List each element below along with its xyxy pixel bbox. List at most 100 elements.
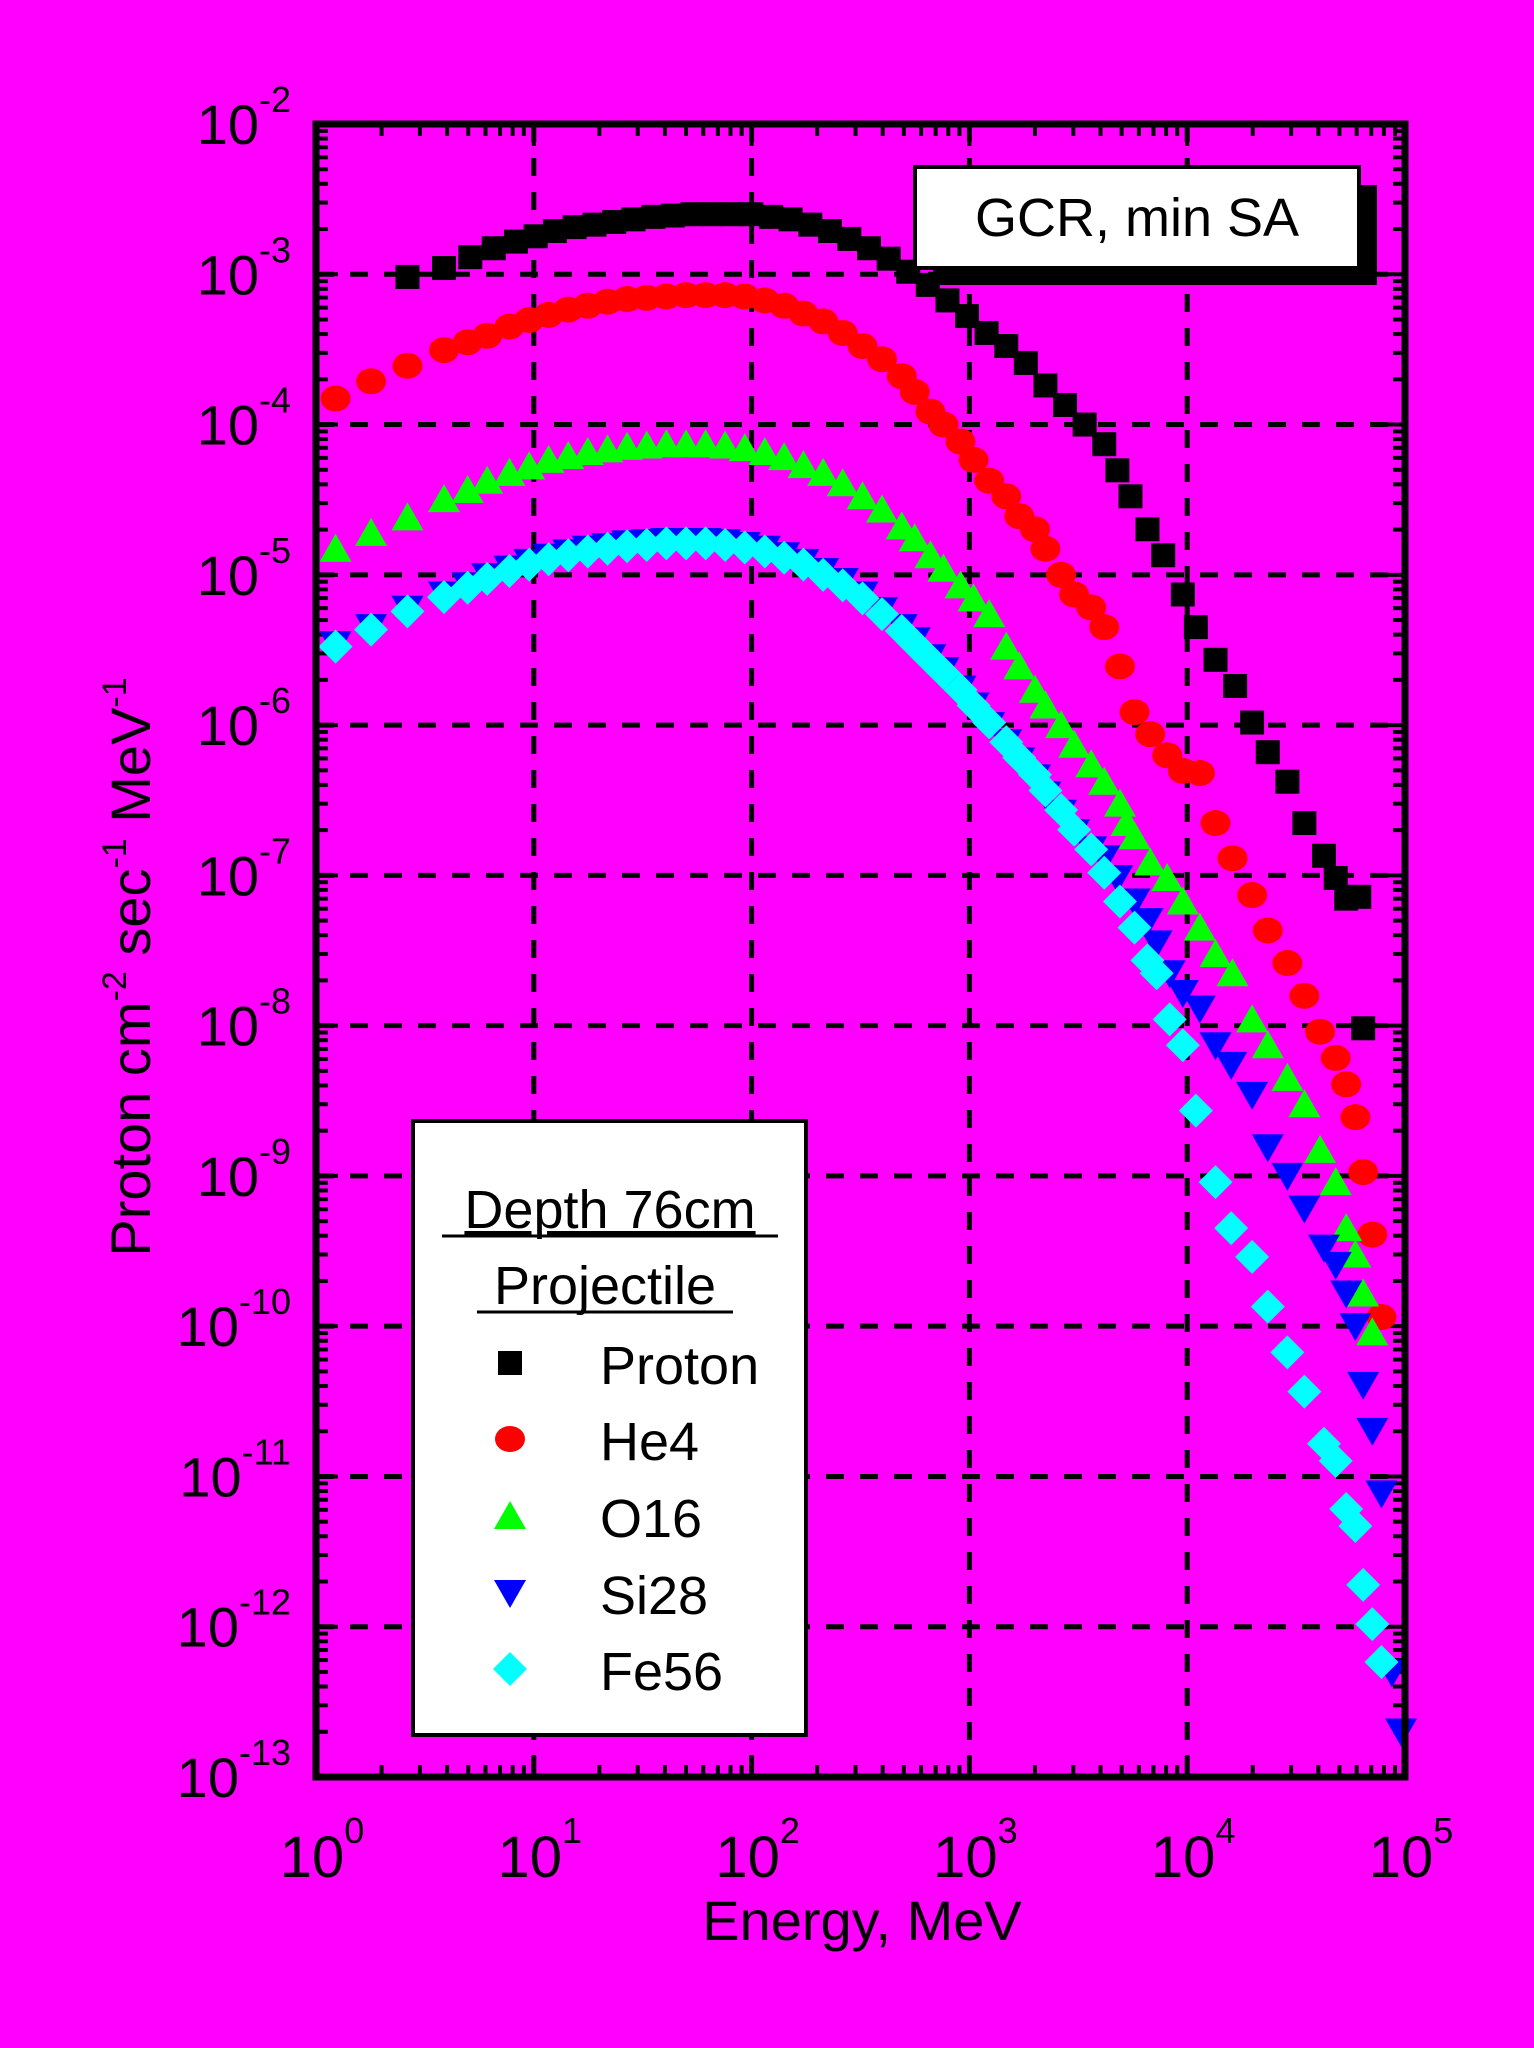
data-point-o16	[1029, 690, 1062, 719]
data-point-o16	[768, 442, 801, 471]
legend-title-projectile: Projectile	[494, 1256, 716, 1316]
x-tick-base: 10	[1369, 1825, 1434, 1890]
y-tick-label: 10-8	[197, 981, 291, 1058]
data-point-o16	[428, 484, 461, 513]
data-point-o16	[1304, 1134, 1337, 1163]
data-point-fe56	[1214, 1211, 1249, 1246]
data-point-he4	[1340, 1104, 1371, 1131]
data-point-si28	[1215, 1051, 1248, 1080]
data-point-o16	[451, 474, 484, 503]
data-point-proton	[1311, 843, 1336, 868]
data-point-he4	[867, 346, 898, 373]
data-point-o16	[807, 457, 840, 486]
data-point-si28	[1166, 979, 1199, 1008]
data-point-si28	[1330, 1280, 1363, 1309]
data-point-he4	[1272, 950, 1303, 977]
data-point-he4	[1019, 516, 1050, 543]
y-tick-label: 10-11	[179, 1431, 291, 1508]
data-point-proton	[1203, 647, 1228, 672]
data-point-o16	[826, 468, 859, 497]
data-point-proton	[1105, 458, 1130, 483]
y-tick-base: 10	[197, 544, 259, 607]
y-tick-exp: -3	[259, 229, 291, 270]
data-point-fe56	[845, 581, 880, 616]
y-tick-label: 10-4	[197, 380, 291, 457]
x-tick-base: 10	[933, 1825, 998, 1890]
y-tick-exp: -6	[259, 680, 291, 721]
data-point-proton	[1170, 582, 1195, 607]
data-point-he4	[1200, 810, 1231, 837]
data-point-fe56	[649, 526, 684, 561]
data-point-o16	[748, 437, 781, 466]
y-tick-base: 10	[197, 844, 259, 907]
data-point-fe56	[1346, 1567, 1381, 1602]
data-point-o16	[866, 494, 899, 523]
legend-label: Proton	[600, 1336, 759, 1396]
data-point-he4	[1076, 594, 1107, 621]
data-point-proton	[1092, 432, 1117, 457]
y-tick-exp: -2	[259, 79, 291, 120]
legend-items: Proton He4 O16 Si28 Fe56	[493, 1336, 759, 1702]
x-tick-base: 10	[715, 1825, 780, 1890]
data-point-o16	[1251, 1030, 1284, 1059]
data-point-o16	[1339, 1239, 1372, 1268]
x-tick-label: 104	[1151, 1810, 1236, 1890]
data-point-fe56	[629, 527, 664, 562]
data-point-he4	[1331, 1071, 1362, 1098]
data-point-proton	[1240, 710, 1265, 735]
legend-marker-proton	[498, 1351, 522, 1375]
data-point-o16	[728, 433, 761, 462]
data-point-fe56	[1355, 1607, 1390, 1642]
legend-frame	[411, 1119, 808, 1737]
data-point-o16	[990, 631, 1023, 660]
data-point-fe56	[610, 529, 645, 564]
data-points	[318, 202, 1418, 1747]
y-label-part: MeV	[99, 707, 162, 838]
data-point-o16	[1075, 749, 1108, 778]
y-tick-labels: 10-210-310-410-510-610-710-810-910-1010-…	[177, 79, 291, 1809]
y-label-exp: -1	[96, 838, 134, 868]
data-point-o16	[1118, 821, 1151, 850]
data-point-o16	[471, 465, 504, 494]
data-point-proton	[1275, 769, 1300, 794]
data-point-he4	[1135, 721, 1166, 748]
data-point-o16	[1319, 1167, 1352, 1196]
data-point-si28	[1365, 1480, 1398, 1509]
data-point-he4	[899, 378, 930, 405]
y-label-exp: -2	[96, 971, 134, 1001]
data-point-o16	[1330, 1213, 1363, 1242]
legend-item-proton: Proton	[498, 1336, 759, 1396]
data-point-proton	[1351, 1016, 1376, 1041]
data-point-fe56	[972, 705, 1007, 740]
data-point-fe56	[570, 534, 605, 569]
data-point-fe56	[1165, 1028, 1200, 1063]
data-point-si28	[1140, 930, 1173, 959]
legend-item-he4: He4	[495, 1412, 699, 1472]
y-tick-label: 10-7	[197, 830, 291, 907]
x-tick-exp: 3	[998, 1810, 1018, 1851]
data-point-fe56	[354, 612, 389, 647]
data-point-o16	[1183, 912, 1216, 941]
chart-title: GCR, min SA	[975, 188, 1299, 248]
data-point-si28	[1251, 1134, 1284, 1163]
data-point-proton	[481, 236, 506, 261]
data-point-proton	[1118, 484, 1143, 509]
data-point-fe56	[1250, 1289, 1285, 1324]
data-point-proton	[1151, 543, 1176, 568]
data-point-fe56	[1057, 812, 1092, 847]
legend-title-depth: Depth 76cm	[464, 1180, 755, 1240]
data-point-fe56	[1074, 832, 1109, 867]
y-tick-exp: -11	[242, 1431, 291, 1472]
y-tick-base: 10	[197, 243, 259, 306]
y-tick-exp: -10	[239, 1281, 291, 1322]
data-point-si28	[1339, 1313, 1372, 1342]
y-label-part: Proton cm	[99, 1001, 162, 1256]
data-point-si28	[1236, 1081, 1269, 1110]
x-axis-label: Energy, MeV	[702, 1889, 1022, 1952]
x-tick-labels: 100 101 102 103 104 105	[280, 1810, 1454, 1890]
data-point-he4	[1089, 614, 1120, 641]
data-point-he4	[1119, 699, 1150, 726]
data-point-fe56	[1102, 884, 1137, 919]
data-point-fe56	[865, 597, 900, 632]
